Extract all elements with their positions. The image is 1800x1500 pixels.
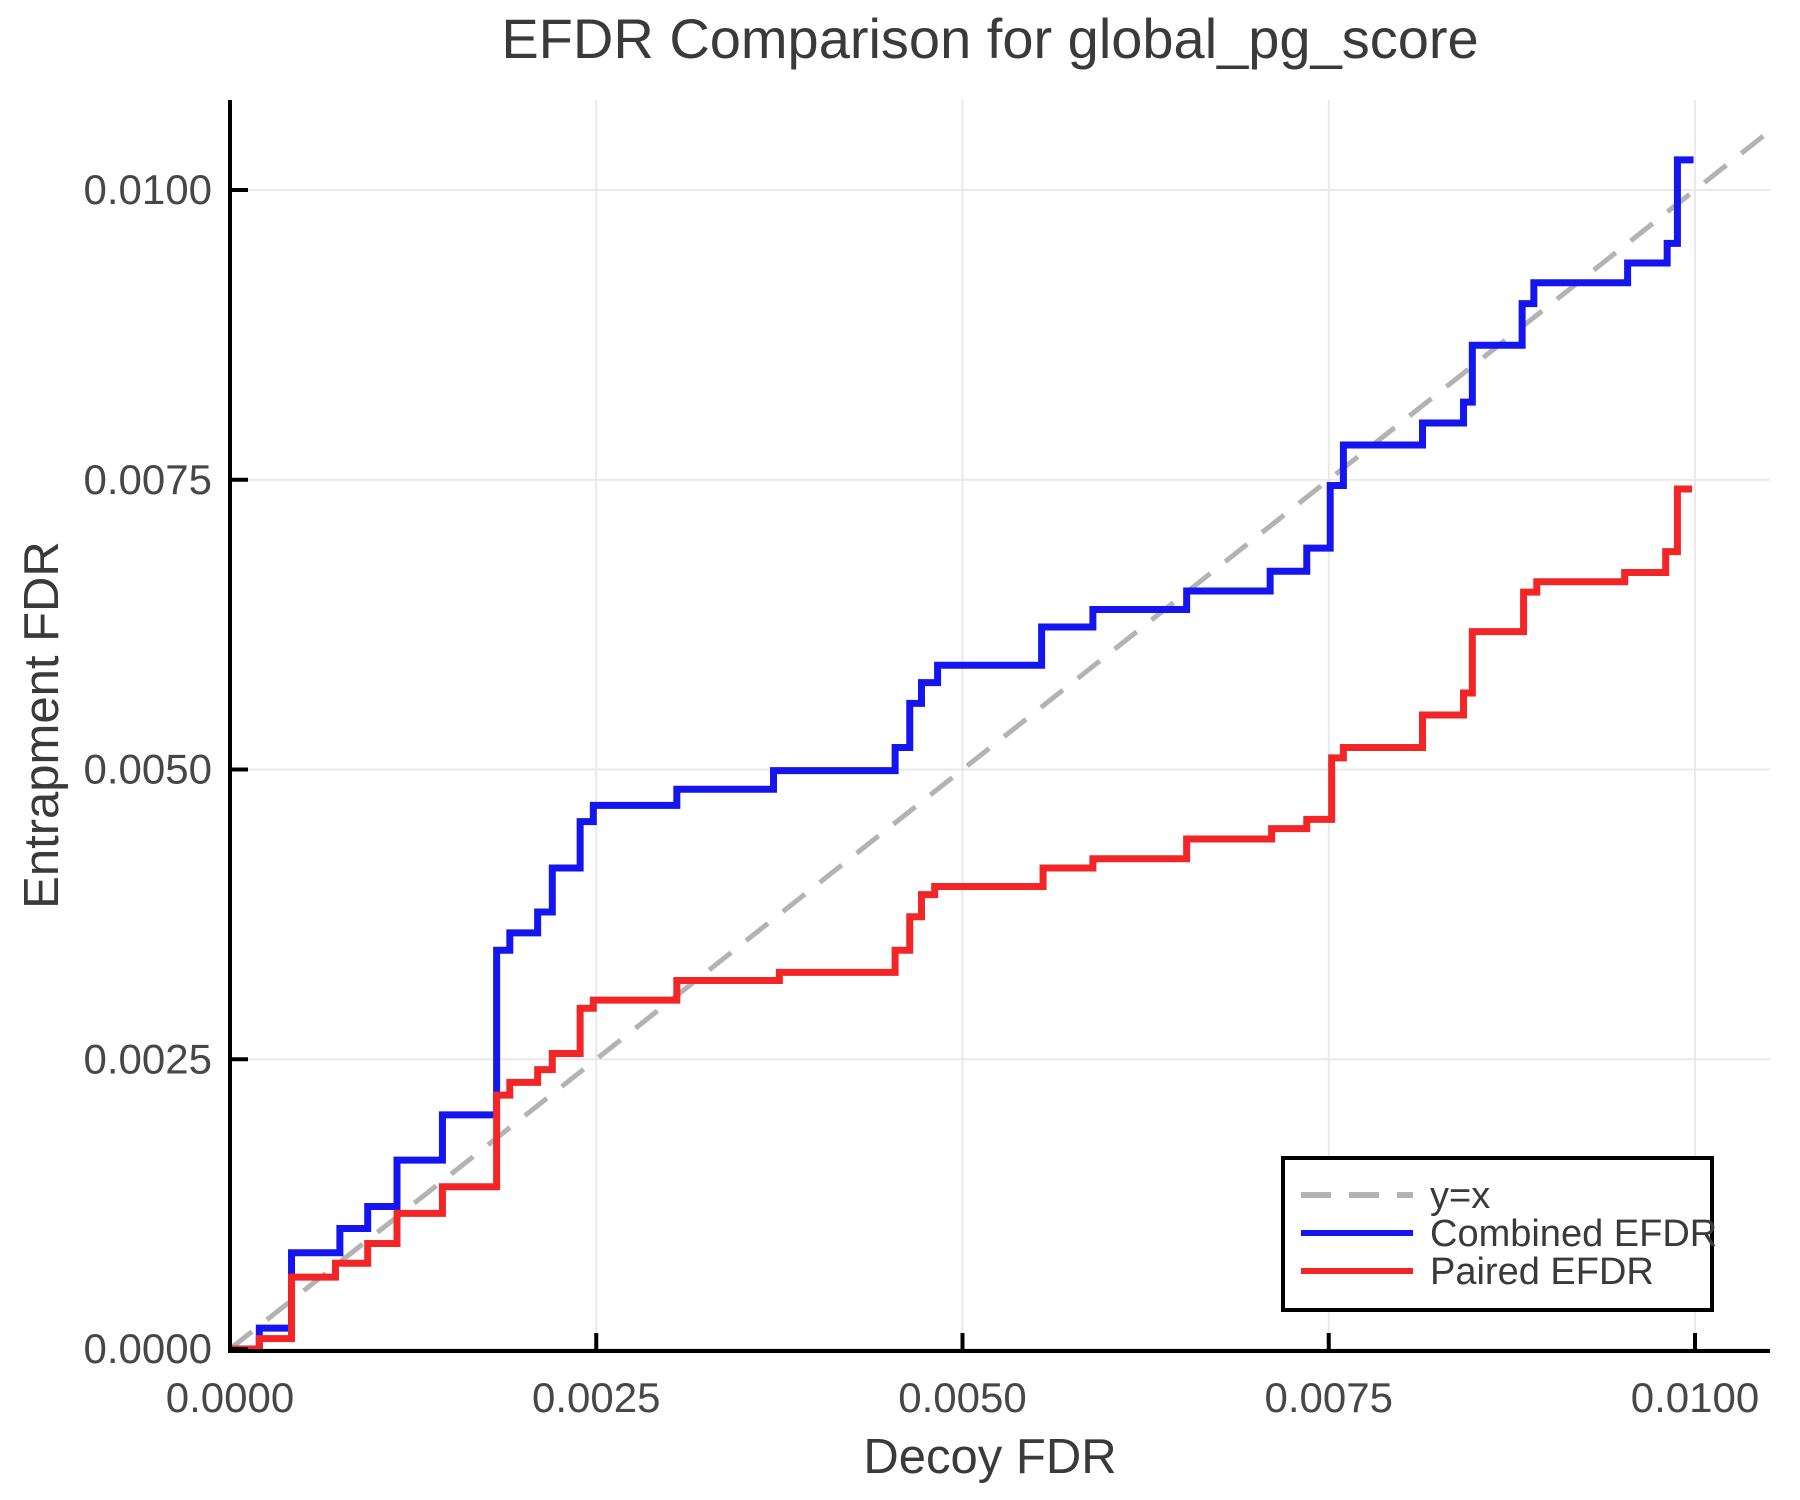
y-tick-label: 0.0100	[84, 166, 212, 213]
x-axis-title: Decoy FDR	[863, 1430, 1116, 1484]
legend-entry-label: Paired EFDR	[1430, 1251, 1654, 1293]
y-tick-label: 0.0025	[84, 1035, 212, 1082]
x-tick-label: 0.0050	[898, 1374, 1026, 1421]
x-tick-label: 0.0025	[532, 1374, 660, 1421]
axes	[228, 100, 1770, 1353]
tick-labels: 0.0000 0.0025 0.0050 0.0075 0.0100 0.0000 0.00…	[84, 166, 1760, 1421]
combined-efdr-line	[230, 156, 1694, 1353]
chart-title: EFDR Comparison for global_pg_score	[501, 7, 1478, 70]
y-tick-label: 0.0050	[84, 746, 212, 793]
y-tick-label: 0.0000	[84, 1325, 212, 1372]
y-axis-title: Entrapment FDR	[15, 541, 69, 909]
x-tick-label: 0.0075	[1265, 1374, 1393, 1421]
paired-efdr-line	[230, 485, 1693, 1353]
x-tick-label: 0.0000	[166, 1374, 294, 1421]
legend-entry-label: y=x	[1430, 1175, 1490, 1217]
y-tick-label: 0.0075	[84, 456, 212, 503]
data-series	[228, 128, 1772, 1353]
legend-entry-label: Combined EFDR	[1430, 1213, 1717, 1255]
x-tick-label: 0.0100	[1631, 1374, 1759, 1421]
